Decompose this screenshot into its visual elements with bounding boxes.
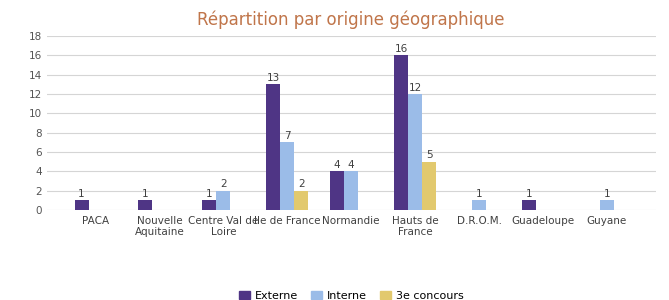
- Text: 1: 1: [526, 189, 533, 199]
- Bar: [294, 191, 308, 210]
- Legend: Externe, Interne, 3e concours: Externe, Interne, 3e concours: [235, 286, 468, 300]
- Text: 1: 1: [78, 189, 85, 199]
- Bar: [330, 171, 344, 210]
- Text: 7: 7: [284, 131, 290, 141]
- Bar: [394, 55, 408, 210]
- Text: 2: 2: [220, 179, 227, 189]
- Text: 4: 4: [334, 160, 341, 170]
- Text: 1: 1: [476, 189, 482, 199]
- Bar: [280, 142, 294, 210]
- Bar: [522, 200, 536, 210]
- Bar: [344, 171, 359, 210]
- Bar: [472, 200, 486, 210]
- Bar: [408, 94, 422, 210]
- Text: 16: 16: [395, 44, 407, 54]
- Bar: [202, 200, 216, 210]
- Text: 13: 13: [267, 73, 280, 83]
- Title: Répartition par origine géographique: Répartition par origine géographique: [197, 11, 505, 29]
- Bar: [600, 200, 614, 210]
- Bar: [266, 84, 280, 210]
- Text: 12: 12: [409, 82, 421, 92]
- Text: 4: 4: [348, 160, 355, 170]
- Text: 2: 2: [298, 179, 304, 189]
- Bar: [138, 200, 153, 210]
- Bar: [216, 191, 230, 210]
- Text: 1: 1: [142, 189, 149, 199]
- Text: 1: 1: [603, 189, 610, 199]
- Text: 5: 5: [426, 150, 432, 160]
- Text: 1: 1: [206, 189, 213, 199]
- Bar: [74, 200, 88, 210]
- Bar: [422, 162, 436, 210]
